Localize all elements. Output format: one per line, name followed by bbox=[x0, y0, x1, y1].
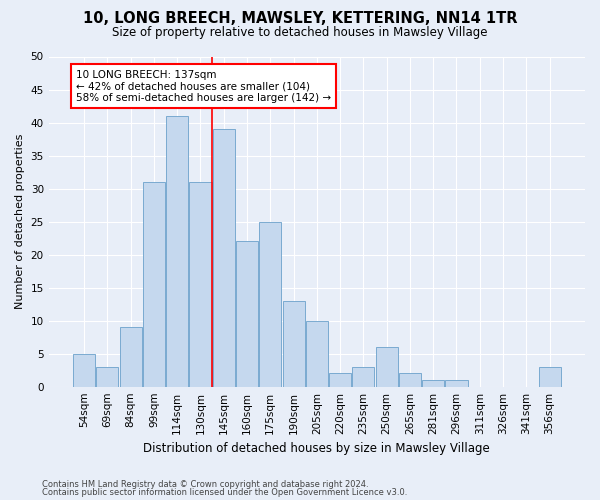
Text: Size of property relative to detached houses in Mawsley Village: Size of property relative to detached ho… bbox=[112, 26, 488, 39]
Text: Contains HM Land Registry data © Crown copyright and database right 2024.: Contains HM Land Registry data © Crown c… bbox=[42, 480, 368, 489]
Bar bbox=[376, 347, 398, 387]
Text: 10 LONG BREECH: 137sqm
← 42% of detached houses are smaller (104)
58% of semi-de: 10 LONG BREECH: 137sqm ← 42% of detached… bbox=[76, 70, 331, 103]
Bar bbox=[73, 354, 95, 386]
Bar bbox=[283, 301, 305, 386]
Bar bbox=[212, 129, 235, 386]
Bar bbox=[166, 116, 188, 386]
Bar bbox=[329, 374, 351, 386]
X-axis label: Distribution of detached houses by size in Mawsley Village: Distribution of detached houses by size … bbox=[143, 442, 490, 455]
Bar bbox=[143, 182, 165, 386]
Bar bbox=[236, 242, 258, 386]
Bar bbox=[190, 182, 212, 386]
Bar bbox=[259, 222, 281, 386]
Y-axis label: Number of detached properties: Number of detached properties bbox=[15, 134, 25, 310]
Bar bbox=[97, 367, 118, 386]
Text: Contains public sector information licensed under the Open Government Licence v3: Contains public sector information licen… bbox=[42, 488, 407, 497]
Bar bbox=[352, 367, 374, 386]
Bar bbox=[445, 380, 467, 386]
Text: 10, LONG BREECH, MAWSLEY, KETTERING, NN14 1TR: 10, LONG BREECH, MAWSLEY, KETTERING, NN1… bbox=[83, 11, 517, 26]
Bar bbox=[422, 380, 444, 386]
Bar bbox=[399, 374, 421, 386]
Bar bbox=[539, 367, 560, 386]
Bar bbox=[119, 327, 142, 386]
Bar bbox=[306, 320, 328, 386]
